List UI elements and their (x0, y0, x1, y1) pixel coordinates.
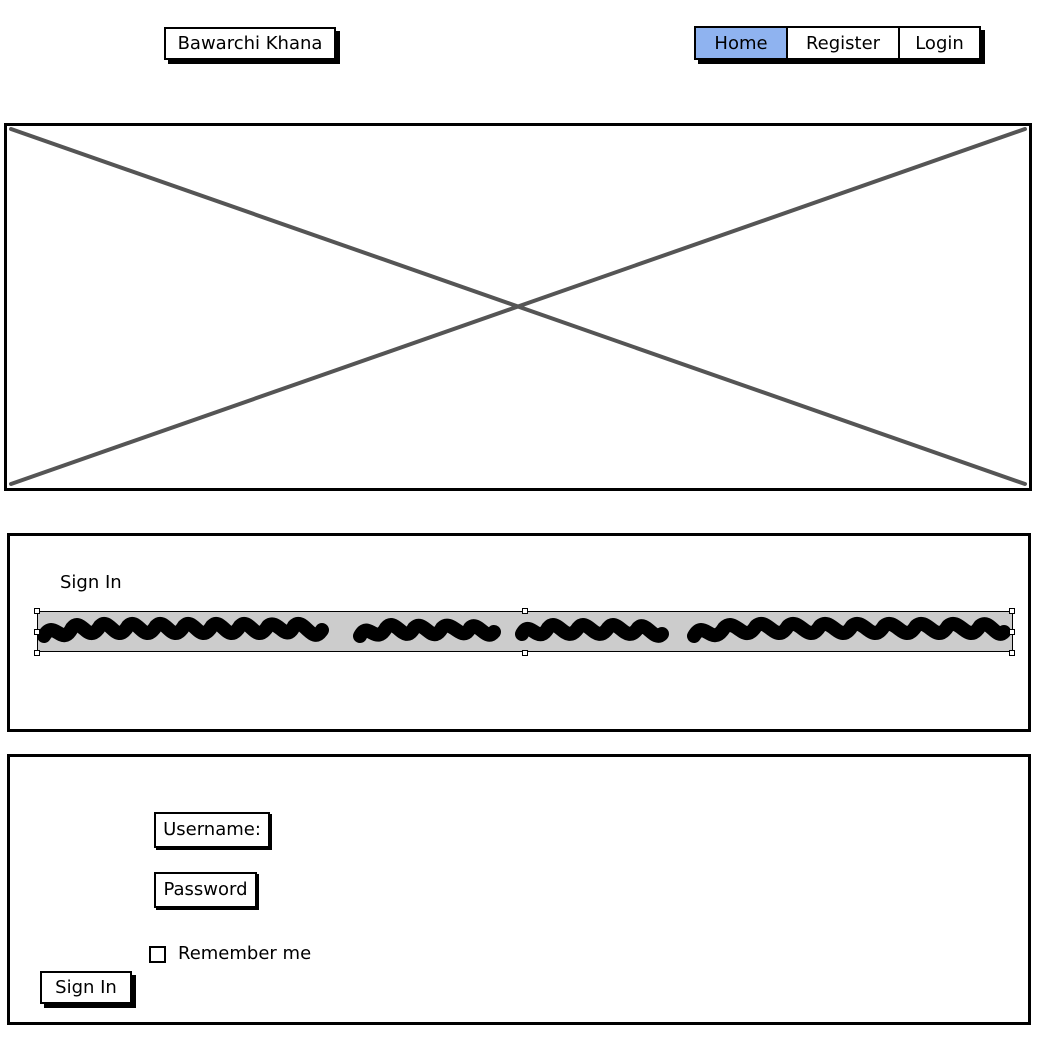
nav-home-label: Home (714, 32, 768, 54)
username-label: Username: (163, 819, 261, 840)
password-field[interactable]: Password (154, 872, 257, 908)
selection-handle-top-right[interactable] (1009, 608, 1015, 614)
signin-section-title: Sign In (60, 572, 122, 593)
username-field[interactable]: Username: (154, 812, 270, 848)
selection-handle-top-middle[interactable] (522, 608, 528, 614)
scribble-text-placeholder (38, 617, 1011, 643)
signin-section: Sign In (7, 533, 1031, 732)
remember-me-label: Remember me (178, 943, 312, 964)
image-placeholder-icon (9, 127, 1027, 486)
selection-handle-bottom-middle[interactable] (522, 650, 528, 656)
remember-me-checkbox[interactable] (149, 946, 166, 963)
sign-in-button-label: Sign In (55, 976, 117, 998)
scribble-word-4 (687, 617, 1011, 643)
nav-login[interactable]: Login (898, 28, 979, 58)
hero-image-placeholder (4, 123, 1032, 491)
selection-handle-middle-right[interactable] (1009, 629, 1015, 635)
scribble-word-3 (515, 618, 669, 643)
password-label: Password (163, 879, 248, 900)
sign-in-button[interactable]: Sign In (40, 971, 132, 1004)
nav-register[interactable]: Register (786, 28, 898, 58)
main-navigation: Home Register Login (694, 26, 981, 60)
scribble-word-1 (38, 617, 329, 643)
nav-home[interactable]: Home (696, 28, 786, 58)
selection-handle-middle-left[interactable] (34, 629, 40, 635)
login-form-section: Username: Password Remember me Sign In (7, 754, 1031, 1025)
selection-handle-top-left[interactable] (34, 608, 40, 614)
redacted-text-block (37, 611, 1013, 652)
nav-register-label: Register (805, 32, 881, 54)
placeholder-cross-line-2 (9, 127, 1027, 486)
scribble-word-2 (353, 618, 501, 643)
selection-handle-bottom-left[interactable] (34, 650, 40, 656)
selection-handle-bottom-right[interactable] (1009, 650, 1015, 656)
nav-login-label: Login (915, 32, 964, 54)
brand-button[interactable]: Bawarchi Khana (164, 27, 336, 60)
brand-label: Bawarchi Khana (177, 32, 323, 54)
